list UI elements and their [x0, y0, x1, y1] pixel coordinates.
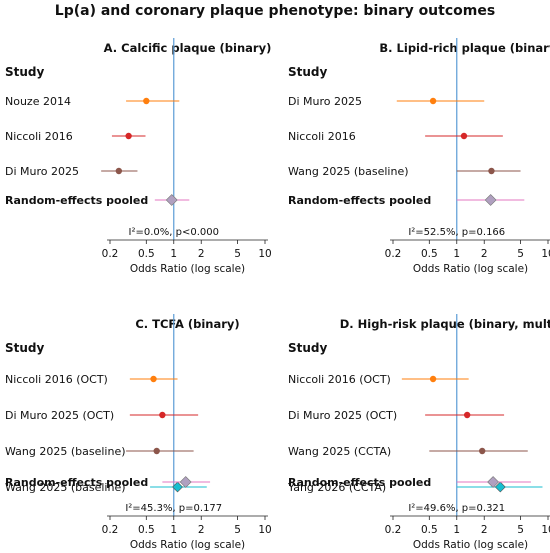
panel-title: C. TCFA (binary): [135, 317, 239, 331]
pooled-label: Random-effects pooled: [288, 194, 431, 207]
study-label: Wang 2025 (baseline): [5, 481, 126, 494]
x-axis-label: Odds Ratio (log scale): [413, 539, 528, 551]
panel-title: D. High-risk plaque (binary, multimodal): [340, 317, 550, 331]
study-label: Di Muro 2025 (OCT): [288, 409, 397, 422]
x-tick-label: 5: [234, 524, 241, 536]
x-tick-label: 10: [541, 524, 550, 536]
study-point-marker: [488, 167, 495, 175]
pooled-diamond-marker: [165, 194, 178, 206]
study-point-marker: [494, 481, 506, 493]
x-tick-label: 10: [541, 248, 550, 260]
x-tick-label: 0.2: [385, 524, 402, 536]
study-label: Di Muro 2025 (OCT): [5, 409, 114, 422]
pooled-label: Random-effects pooled: [288, 476, 431, 489]
study-label: Wang 2025 (baseline): [288, 165, 409, 178]
heterogeneity-annotation: I²=52.5%, p=0.166: [408, 227, 505, 238]
x-tick-label: 2: [481, 524, 488, 536]
panel-tcfa: C. TCFA (binary) Study Niccoli 2016 (OCT) D…: [5, 314, 272, 551]
study-label: Niccoli 2016 (OCT): [288, 373, 391, 386]
pooled-label: Random-effects pooled: [5, 476, 148, 489]
study-point-marker: [463, 411, 471, 419]
panel-calcific-plaque: A. Calcific plaque (binary) Study Nouze 20…: [5, 38, 272, 275]
study-column-header: Study: [5, 341, 45, 355]
x-tick-label: 10: [258, 248, 271, 260]
heterogeneity-annotation: I²=49.6%, p=0.321: [408, 503, 505, 514]
study-column-header: Study: [288, 341, 328, 355]
study-label: Niccoli 2016: [5, 130, 73, 143]
x-tick-label: 0.2: [102, 248, 119, 260]
study-point-marker: [153, 447, 160, 455]
x-tick-label: 0.5: [138, 524, 155, 536]
x-tick-label: 5: [517, 524, 524, 536]
panel-title: A. Calcific plaque (binary): [104, 41, 272, 55]
study-point-marker: [150, 375, 157, 383]
study-point-marker: [478, 447, 486, 455]
study-point-marker: [460, 132, 468, 140]
study-point-marker: [115, 167, 123, 175]
x-axis-label: Odds Ratio (log scale): [130, 539, 245, 551]
x-tick-label: 1: [170, 524, 177, 536]
pooled-diamond-marker: [179, 476, 192, 488]
x-tick-label: 1: [453, 248, 460, 260]
study-label: Di Muro 2025: [5, 165, 79, 178]
study-label: Wang 2025 (baseline): [5, 445, 126, 458]
x-axis-label: Odds Ratio (log scale): [130, 263, 245, 275]
x-axis-label: Odds Ratio (log scale): [413, 263, 528, 275]
study-point-marker: [429, 375, 437, 383]
panel-high-risk-plaque: D. High-risk plaque (binary, multimodal)…: [287, 314, 550, 551]
panel-lipid-rich-plaque: B. Lipid-rich plaque (binary) Study Di Mur…: [288, 38, 550, 275]
study-label: Nouze 2014: [5, 95, 71, 108]
study-column-header: Study: [288, 65, 328, 79]
x-tick-label: 10: [258, 524, 271, 536]
x-tick-label: 1: [453, 524, 460, 536]
study-point-marker: [143, 97, 150, 105]
study-point-marker: [159, 411, 166, 419]
x-tick-label: 5: [517, 248, 524, 260]
panel-title: B. Lipid-rich plaque (binary): [379, 41, 550, 55]
study-point-marker: [429, 97, 437, 105]
study-label: Niccoli 2016: [288, 130, 356, 143]
x-tick-label: 2: [198, 248, 205, 260]
study-point-marker: [125, 132, 132, 140]
pooled-diamond-marker: [487, 476, 499, 488]
study-label: Di Muro 2025: [288, 95, 362, 108]
study-label: Niccoli 2016 (OCT): [5, 373, 108, 386]
x-tick-label: 0.5: [421, 524, 438, 536]
x-tick-label: 2: [481, 248, 488, 260]
figure-title: Lp(a) and coronary plaque phenotype: bin…: [55, 3, 495, 19]
x-tick-label: 5: [234, 248, 241, 260]
study-label: Yang 2026 (CCTA): [287, 481, 386, 494]
x-tick-label: 0.5: [421, 248, 438, 260]
x-tick-label: 0.2: [102, 524, 119, 536]
x-tick-label: 0.5: [138, 248, 155, 260]
pooled-label: Random-effects pooled: [5, 194, 148, 207]
x-tick-label: 0.2: [385, 248, 402, 260]
x-tick-label: 1: [170, 248, 177, 260]
x-tick-label: 2: [198, 524, 205, 536]
pooled-diamond-marker: [484, 194, 497, 206]
study-column-header: Study: [5, 65, 45, 79]
study-label: Wang 2025 (CCTA): [288, 445, 391, 458]
heterogeneity-annotation: I²=0.0%, p<0.000: [129, 227, 219, 238]
heterogeneity-annotation: I²=45.3%, p=0.177: [125, 503, 222, 514]
study-point-marker: [172, 481, 183, 493]
